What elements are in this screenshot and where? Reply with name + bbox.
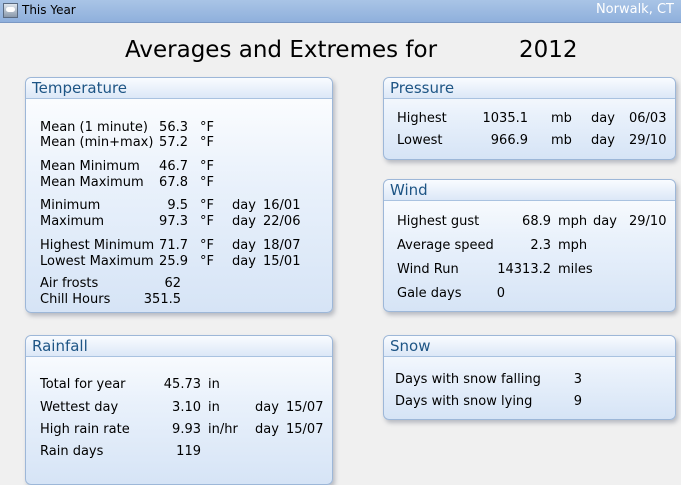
- pressure-title: Pressure: [384, 78, 675, 99]
- pressure-highest-label: Highest: [397, 111, 447, 126]
- rain-total-value: 45.73: [163, 377, 201, 392]
- temp-highest-minimum-date: 18/07: [263, 238, 301, 253]
- temp-mean-1min-value: 56.3: [159, 120, 188, 135]
- highest-gust-label: Highest gust: [397, 214, 480, 229]
- temp-maximum-unit: °F: [200, 214, 214, 229]
- rain-total-label: Total for year: [40, 377, 126, 392]
- temp-maximum-day-label: day: [232, 214, 256, 229]
- temp-mean-minmax-unit: °F: [200, 135, 214, 150]
- wettest-day-label: Wettest day: [40, 400, 119, 415]
- pressure-lowest-value: 966.9: [490, 133, 528, 148]
- gale-days-value: 0: [496, 286, 505, 301]
- rain-total-unit: in: [208, 377, 220, 392]
- pressure-highest-value: 1035.1: [482, 111, 529, 126]
- rain-days-label: Rain days: [40, 444, 104, 459]
- highest-gust-date: 29/10: [629, 214, 667, 229]
- high-rain-rate-unit: in/hr: [208, 422, 238, 437]
- rain-days-value: 119: [176, 444, 201, 459]
- temp-highest-minimum-label: Highest Minimum: [40, 238, 155, 253]
- temp-highest-minimum-day-label: day: [232, 238, 256, 253]
- pressure-highest-date: 06/03: [629, 111, 667, 126]
- wind-panel: Wind Highest gust 68.9 mph day 29/10 Ave…: [383, 179, 676, 312]
- temp-minimum-value: 9.5: [167, 198, 188, 213]
- temp-highest-minimum-value: 71.7: [159, 238, 188, 253]
- temp-mean-minimum-unit: °F: [200, 159, 214, 174]
- temp-minimum-label: Minimum: [40, 198, 101, 213]
- pressure-highest-day-label: day: [591, 111, 615, 126]
- wettest-day-date: 15/07: [286, 400, 324, 415]
- pressure-lowest-label: Lowest: [397, 133, 443, 148]
- snow-lying-label: Days with snow lying: [395, 394, 533, 409]
- pressure-lowest-day-label: day: [591, 133, 615, 148]
- temp-maximum-date: 22/06: [263, 214, 301, 229]
- station-name: Norwalk, CT: [595, 2, 674, 17]
- wind-run-value: 14313.2: [497, 262, 551, 277]
- page-heading: Averages and Extremes for: [125, 37, 438, 63]
- temperature-title: Temperature: [26, 78, 332, 99]
- wind-run-unit: miles: [558, 262, 593, 277]
- snow-falling-label: Days with snow falling: [395, 372, 541, 387]
- temp-mean-1min-unit: °F: [200, 120, 214, 135]
- temperature-panel: Temperature Mean (1 minute) 56.3 °F Mean…: [25, 77, 333, 313]
- temp-mean-maximum-value: 67.8: [159, 175, 188, 190]
- temp-lowest-maximum-label: Lowest Maximum: [40, 254, 154, 269]
- temp-mean-minmax-label: Mean (min+max): [40, 135, 154, 150]
- high-rain-rate-value: 9.93: [172, 422, 201, 437]
- temp-highest-minimum-unit: °F: [200, 238, 214, 253]
- temp-maximum-label: Maximum: [40, 214, 105, 229]
- high-rain-rate-day-label: day: [255, 422, 279, 437]
- pressure-highest-unit: mb: [551, 111, 572, 126]
- temp-mean-maximum-unit: °F: [200, 175, 214, 190]
- temp-lowest-maximum-date: 15/01: [263, 254, 301, 269]
- rainfall-title: Rainfall: [26, 336, 332, 357]
- temp-lowest-maximum-value: 25.9: [159, 254, 188, 269]
- high-rain-rate-date: 15/07: [286, 422, 324, 437]
- highest-gust-day-label: day: [593, 214, 617, 229]
- snow-lying-value: 9: [573, 394, 582, 409]
- wettest-day-day-label: day: [255, 400, 279, 415]
- average-speed-label: Average speed: [397, 238, 494, 253]
- snow-panel: Snow Days with snow falling 3 Days with …: [383, 335, 676, 420]
- app-weather-icon: [3, 3, 18, 18]
- temp-lowest-maximum-day-label: day: [232, 254, 256, 269]
- heading-year: 2012: [519, 37, 578, 63]
- pressure-lowest-date: 29/10: [629, 133, 667, 148]
- wind-run-label: Wind Run: [397, 262, 459, 277]
- snow-title: Snow: [384, 336, 675, 357]
- temp-mean-minimum-label: Mean Minimum: [40, 159, 140, 174]
- rainfall-panel: Rainfall Total for year 45.73 in Wettest…: [25, 335, 333, 485]
- temp-mean-minmax-value: 57.2: [159, 135, 188, 150]
- temp-mean-1min-label: Mean (1 minute): [40, 120, 148, 135]
- window-title: This Year: [22, 3, 76, 17]
- chill-hours-label: Chill Hours: [40, 292, 111, 307]
- highest-gust-value: 68.9: [522, 214, 551, 229]
- highest-gust-unit: mph: [558, 214, 588, 229]
- wettest-day-unit: in: [208, 400, 220, 415]
- temp-minimum-day-label: day: [232, 198, 256, 213]
- pressure-panel: Pressure Highest 1035.1 mb day 06/03 Low…: [383, 77, 676, 160]
- temp-mean-maximum-label: Mean Maximum: [40, 175, 144, 190]
- window-title-bar[interactable]: This Year Norwalk, CT: [0, 0, 681, 23]
- snow-falling-value: 3: [573, 372, 582, 387]
- gale-days-label: Gale days: [397, 286, 462, 301]
- air-frosts-value: 62: [164, 276, 181, 291]
- air-frosts-label: Air frosts: [40, 276, 99, 291]
- average-speed-unit: mph: [558, 238, 588, 253]
- chill-hours-value: 351.5: [143, 292, 181, 307]
- temp-minimum-date: 16/01: [263, 198, 301, 213]
- wind-title: Wind: [384, 180, 675, 201]
- wettest-day-value: 3.10: [172, 400, 201, 415]
- average-speed-value: 2.3: [530, 238, 551, 253]
- temp-lowest-maximum-unit: °F: [200, 254, 214, 269]
- temp-minimum-unit: °F: [200, 198, 214, 213]
- high-rain-rate-label: High rain rate: [40, 422, 130, 437]
- temp-mean-minimum-value: 46.7: [159, 159, 188, 174]
- pressure-lowest-unit: mb: [551, 133, 572, 148]
- temp-maximum-value: 97.3: [159, 214, 188, 229]
